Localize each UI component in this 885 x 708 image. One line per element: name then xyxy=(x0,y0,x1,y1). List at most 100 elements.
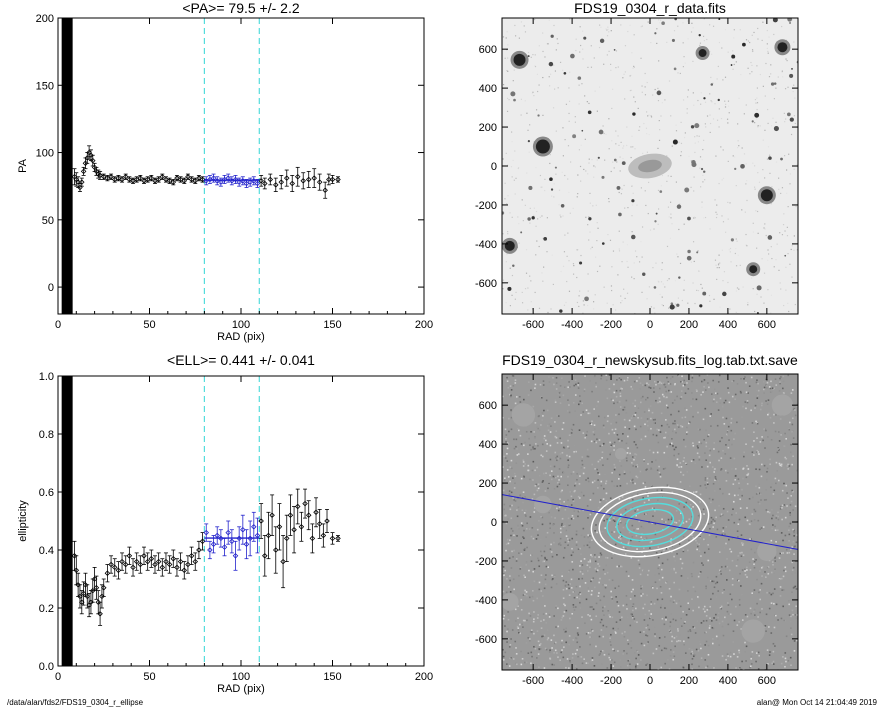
noise-dot xyxy=(668,549,671,552)
noise-dot xyxy=(639,126,641,128)
noise-dot xyxy=(726,610,729,613)
noise-dot xyxy=(713,298,715,300)
noise-dot xyxy=(767,146,770,148)
noise-dot xyxy=(508,493,511,496)
noise-dot xyxy=(777,619,779,621)
noise-dot xyxy=(713,667,715,669)
noise-dot xyxy=(757,668,760,670)
data-point xyxy=(324,508,330,534)
noise-dot xyxy=(728,112,730,114)
noise-dot xyxy=(725,526,728,528)
noise-dot xyxy=(730,550,733,553)
noise-dot xyxy=(674,559,677,562)
noise-dot xyxy=(725,542,727,545)
noise-dot xyxy=(561,489,563,492)
noise-dot xyxy=(640,592,642,595)
noise-dot xyxy=(528,596,531,599)
point-marker xyxy=(298,524,305,530)
noise-dot xyxy=(763,272,766,274)
noise-dot xyxy=(651,587,654,589)
noise-dot xyxy=(639,535,642,538)
noise-dot xyxy=(656,598,659,601)
noise-dot xyxy=(692,586,695,588)
noise-dot xyxy=(617,585,620,588)
noise-dot xyxy=(572,401,575,404)
noise-dot xyxy=(728,538,730,541)
point-marker xyxy=(100,173,107,180)
noise-dot xyxy=(530,560,533,563)
noise-dot xyxy=(596,239,598,242)
noise-dot xyxy=(792,455,794,458)
noise-dot xyxy=(539,383,542,386)
noise-dot xyxy=(776,243,778,245)
noise-dot xyxy=(505,522,508,525)
noise-dot xyxy=(777,431,780,433)
noise-dot xyxy=(670,413,672,416)
noise-dot xyxy=(729,613,732,616)
noise-dot xyxy=(537,640,540,643)
noise-dot xyxy=(729,202,731,204)
data-point xyxy=(232,540,239,571)
noise-dot xyxy=(641,384,644,386)
noise-dot xyxy=(727,391,730,394)
noise-dot xyxy=(561,522,563,525)
noise-dot xyxy=(661,562,664,565)
noise-dot xyxy=(793,640,796,642)
noise-dot xyxy=(680,567,683,570)
noise-dot xyxy=(660,592,663,594)
noise-dot xyxy=(520,553,523,555)
noise-dot xyxy=(611,600,614,602)
noise-dot xyxy=(513,69,515,71)
noise-dot xyxy=(781,187,784,189)
noise-dot xyxy=(590,45,592,47)
noise-dot xyxy=(553,664,555,666)
noise-dot xyxy=(761,436,763,438)
noise-dot xyxy=(510,467,513,470)
noise-dot xyxy=(520,522,523,524)
noise-dot xyxy=(795,541,798,544)
noise-dot xyxy=(789,504,792,506)
noise-dot xyxy=(571,537,574,540)
noise-dot xyxy=(540,574,543,577)
noise-dot xyxy=(545,536,548,538)
data-point xyxy=(240,514,246,545)
noise-dot xyxy=(787,374,790,377)
noise-dot xyxy=(700,511,703,513)
noise-dot xyxy=(756,293,758,295)
noise-dot xyxy=(533,94,535,97)
noise-dot xyxy=(571,547,573,550)
noise-dot xyxy=(701,159,703,161)
noise-dot xyxy=(719,397,722,400)
noise-dot xyxy=(766,403,769,405)
noise-dot xyxy=(534,291,536,294)
noise-dot xyxy=(567,445,569,448)
data-point xyxy=(144,176,151,183)
noise-dot xyxy=(574,410,576,412)
x-tick-label: 400 xyxy=(719,675,737,687)
star xyxy=(520,231,523,234)
noise-dot xyxy=(689,630,692,633)
noise-dot xyxy=(556,459,558,462)
noise-dot xyxy=(729,247,732,250)
noise-dot xyxy=(549,85,551,87)
noise-dot xyxy=(757,451,759,453)
noise-dot xyxy=(687,89,689,91)
noise-dot xyxy=(578,149,580,151)
noise-dot xyxy=(677,374,680,377)
noise-dot xyxy=(641,25,643,27)
noise-dot xyxy=(692,655,695,658)
noise-dot xyxy=(524,463,526,465)
noise-dot xyxy=(690,261,693,263)
noise-dot xyxy=(658,60,660,62)
noise-dot xyxy=(562,579,565,582)
noise-dot xyxy=(745,476,748,479)
noise-dot xyxy=(583,536,586,538)
noise-dot xyxy=(621,387,623,390)
noise-dot xyxy=(545,622,548,624)
noise-dot xyxy=(741,593,743,596)
noise-dot xyxy=(613,402,615,405)
noise-dot xyxy=(759,598,761,601)
noise-dot xyxy=(743,455,745,458)
noise-dot xyxy=(712,82,714,84)
noise-dot xyxy=(622,653,624,655)
